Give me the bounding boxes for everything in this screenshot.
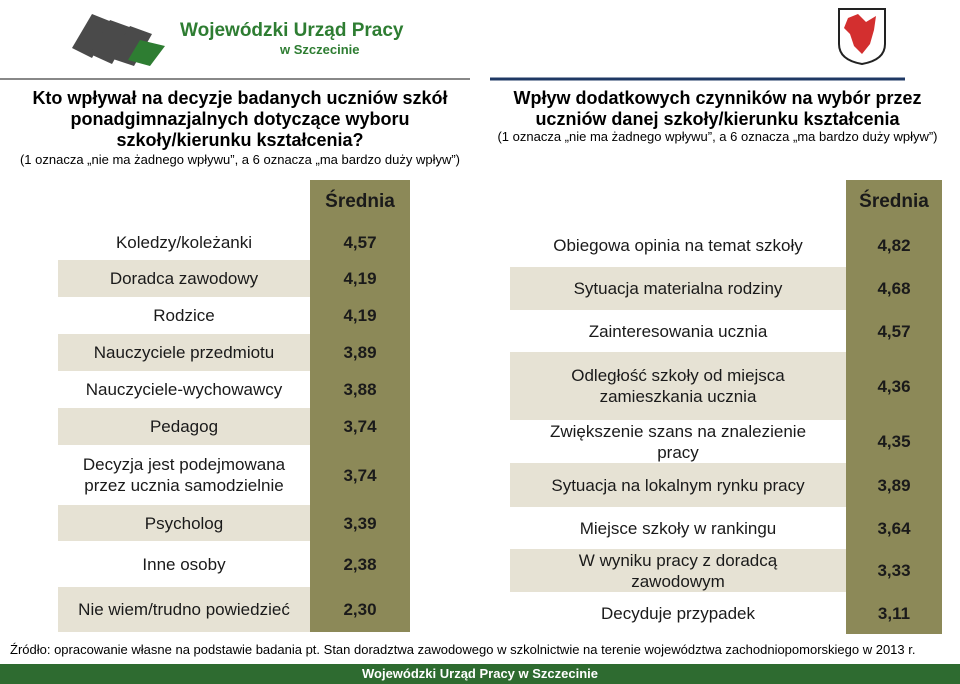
row-label-text: Koledzy/koleżanki [115, 232, 253, 252]
column-header: Średnia [846, 180, 942, 222]
row-value: 3,89 [846, 463, 942, 507]
row-label: Sytuacja materialna rodziny [510, 267, 846, 310]
row-value: 4,57 [310, 224, 410, 260]
row-value-text: 4,68 [877, 279, 911, 298]
value-column [310, 222, 410, 632]
logo-text: Wojewódzki Urząd Pracy [180, 20, 404, 41]
row-value-text: 3,74 [343, 417, 377, 436]
row-label-text: Miejsce szkoły w rankingu [579, 518, 777, 538]
row-value: 4,82 [846, 224, 942, 267]
row-value-text: 4,35 [877, 432, 911, 451]
row-value-text: 4,19 [343, 269, 377, 288]
row-value: 4,57 [846, 310, 942, 352]
row-label: Zainteresowania ucznia [510, 310, 846, 352]
row-label-text: Decyzja jest podejmowana przez ucznia sa… [82, 455, 286, 495]
row-label: Rodzice [58, 297, 310, 334]
left-subtitle: (1 oznacza „nie ma żadnego wpływu”, a 6 … [19, 152, 461, 167]
row-value-text: 3,74 [343, 465, 377, 485]
row-label-text: Doradca zawodowy [109, 269, 259, 288]
row-label: Decyzja jest podejmowana przez ucznia sa… [58, 445, 310, 505]
row-label: Koledzy/koleżanki [58, 224, 310, 260]
griffin [844, 14, 876, 54]
row-value-text: 4,82 [877, 236, 911, 255]
row-value: 4,19 [310, 260, 410, 297]
row-label: Zwiększenie szans na znalezienie pracy [510, 420, 846, 463]
header-graphics [0, 8, 905, 81]
row-value-text: 3,33 [877, 561, 911, 580]
row-label: Odległość szkoły od miejsca zamieszkania… [510, 352, 846, 420]
row-label-text: Decyduje przypadek [600, 603, 756, 623]
column-header: Średnia [310, 180, 410, 222]
row-label-text: Sytuacja materialna rodziny [573, 279, 783, 298]
row-value-text: 2,30 [343, 600, 377, 619]
row-value: 2,38 [310, 541, 410, 587]
row-label: Obiegowa opinia na temat szkoły [510, 224, 846, 267]
row-value: 2,30 [310, 587, 410, 632]
row-value-text: 3,89 [877, 475, 911, 495]
row-value-text: 4,57 [343, 232, 377, 252]
row-label: Nie wiem/trudno powiedzieć [58, 587, 310, 632]
row-label-text: Nauczyciele przedmiotu [93, 343, 275, 362]
row-value: 4,36 [846, 352, 942, 420]
value-column [846, 222, 942, 634]
row-label-text: Zainteresowania ucznia [588, 321, 768, 341]
row-value: 3,39 [310, 505, 410, 541]
row-value-text: 3,39 [343, 513, 377, 533]
column-header-text: Średnia [859, 190, 929, 212]
row-value: 3,74 [310, 445, 410, 505]
row-value-text: 3,64 [877, 518, 911, 538]
row-label-text: Obiegowa opinia na temat szkoły [553, 236, 803, 255]
row-label-text: Zwiększenie szans na znalezienie pracy [549, 421, 807, 462]
row-label: W wyniku pracy z doradcą zawodowym [510, 549, 846, 592]
row-label-text: Odległość szkoły od miejsca zamieszkania… [571, 366, 785, 406]
row-value-text: 4,19 [343, 306, 377, 325]
row-value: 3,89 [310, 334, 410, 371]
row-value: 3,88 [310, 371, 410, 408]
row-label: Sytuacja na lokalnym rynku pracy [510, 463, 846, 507]
row-value-text: 3,88 [343, 380, 377, 399]
row-value-text: 4,36 [877, 376, 911, 396]
row-value-text: 4,57 [877, 321, 911, 341]
row-value-text: 3,11 [877, 603, 911, 623]
logo-accent [128, 40, 165, 66]
column-header-text: Średnia [325, 190, 395, 212]
row-label: Inne osoby [58, 541, 310, 587]
row-label: Pedagog [58, 408, 310, 445]
row-value-text: 2,38 [343, 554, 377, 574]
row-label: Psycholog [58, 505, 310, 541]
row-value: 3,64 [846, 507, 942, 549]
row-label: Miejsce szkoły w rankingu [510, 507, 846, 549]
row-label: Nauczyciele przedmiotu [58, 334, 310, 371]
logo-text: w Szczecinie [280, 42, 360, 57]
row-label: Nauczyciele-wychowawcy [58, 371, 310, 408]
left-title: Kto wpływał na decyzje badanych uczniów … [32, 88, 448, 150]
row-label-text: W wyniku pracy z doradcą zawodowym [578, 550, 778, 591]
row-value: 3,74 [310, 408, 410, 445]
footer-bar: Wojewódzki Urząd Pracy w Szczecinie [0, 664, 960, 684]
row-label-text: Inne osoby [142, 554, 226, 574]
row-value: 4,19 [310, 297, 410, 334]
source: Źródło: opracowanie własne na podstawie … [10, 642, 916, 657]
row-label-text: Psycholog [144, 513, 224, 533]
row-label: Doradca zawodowy [58, 260, 310, 297]
row-value: 3,11 [846, 592, 942, 634]
row-label-text: Pedagog [149, 417, 219, 436]
row-label-text: Nie wiem/trudno powiedzieć [78, 600, 290, 619]
row-label: Decyduje przypadek [510, 592, 846, 634]
logo-icon [72, 14, 152, 66]
row-value: 4,68 [846, 267, 942, 310]
row-value-text: 3,89 [343, 343, 377, 362]
row-value: 3,33 [846, 549, 942, 592]
row-label-text: Sytuacja na lokalnym rynku pracy [551, 475, 805, 495]
row-value: 4,35 [846, 420, 942, 463]
row-label-text: Nauczyciele-wychowawcy [85, 380, 283, 399]
right-subtitle: (1 oznacza „nie ma żadnego wpływu”, a 6 … [497, 129, 938, 144]
right-title: Wpływ dodatkowych czynników na wybór prz… [513, 88, 922, 129]
row-label-text: Rodzice [153, 306, 215, 325]
